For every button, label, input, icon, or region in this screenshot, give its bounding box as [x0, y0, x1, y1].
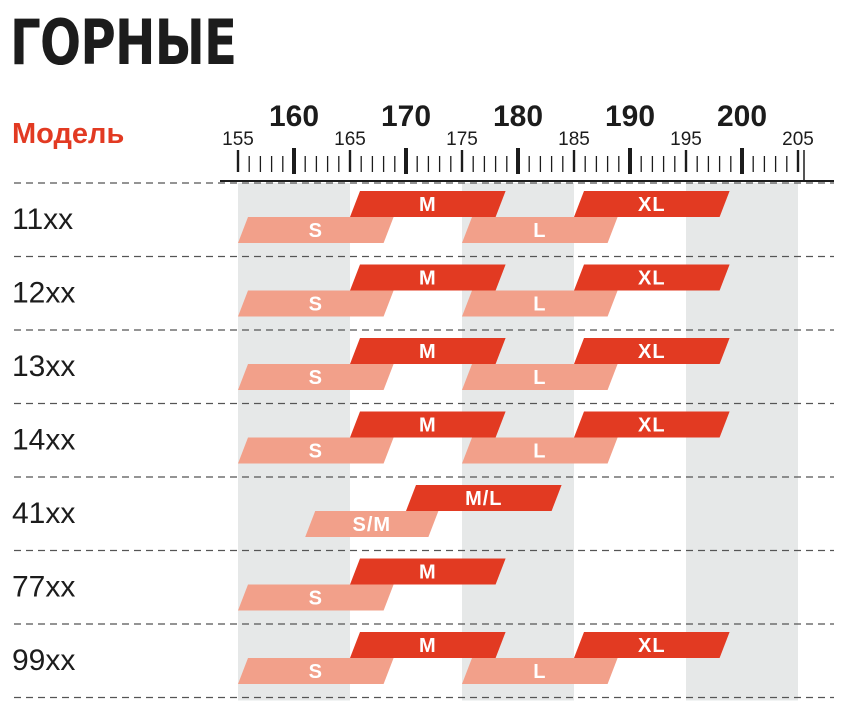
size-bar — [350, 191, 506, 217]
major-tick-label: 160 — [269, 100, 319, 133]
size-bar — [574, 264, 730, 291]
minor-tick-label: 205 — [782, 129, 814, 150]
size-bar-label: S — [309, 441, 323, 463]
size-bar — [238, 217, 394, 243]
major-tick-mark — [404, 148, 408, 174]
size-bar-label: S — [309, 661, 323, 683]
size-bar-label: M — [419, 415, 437, 437]
size-bar — [574, 632, 730, 658]
size-bar — [462, 437, 618, 464]
model-label: 13xx — [12, 350, 75, 383]
major-tick-mark — [292, 148, 296, 174]
model-label: 99xx — [12, 644, 75, 677]
major-tick-label: 190 — [605, 100, 655, 133]
major-tick-label: 200 — [717, 100, 767, 133]
size-bar-label: M — [419, 562, 437, 584]
size-bar-label: S — [309, 367, 323, 389]
size-bar-label: S/M — [353, 514, 392, 536]
minor-tick-label: 195 — [670, 129, 702, 150]
minor-tick-label: 165 — [334, 129, 366, 150]
model-label: 12xx — [12, 277, 75, 310]
model-label: 11xx — [12, 203, 73, 236]
major-tick-mark — [740, 148, 744, 174]
size-bar-label: M — [419, 268, 437, 290]
size-bar-label: S — [309, 220, 323, 242]
size-bar-label: L — [533, 220, 546, 242]
size-bars: M XL S L M XL S L M XL S L M XL S L M/L S/M M S M XL S L — [238, 191, 730, 684]
size-bar — [350, 264, 506, 291]
size-bar — [238, 584, 394, 611]
size-bar — [238, 658, 394, 684]
size-bar-label: M — [419, 341, 437, 363]
size-bar — [574, 338, 730, 364]
size-bar — [462, 364, 618, 390]
size-bar-label: XL — [638, 341, 666, 363]
shaded-band — [686, 183, 798, 701]
size-bar-label: XL — [638, 635, 666, 657]
size-bar — [305, 511, 439, 537]
size-bar — [350, 338, 506, 364]
major-tick-mark — [516, 148, 520, 174]
size-bar-label: M — [419, 194, 437, 216]
size-bar-label: S — [309, 588, 323, 610]
size-bar — [350, 411, 506, 438]
size-bar-label: L — [533, 441, 546, 463]
minor-tick-label: 155 — [222, 129, 254, 150]
size-bar — [462, 658, 618, 684]
size-bar — [406, 485, 562, 511]
height-axis: 160 170 180 190 200 155 165 175 185 195 205 — [220, 100, 834, 182]
model-column-header: Модель — [12, 118, 125, 150]
major-tick-label: 170 — [381, 100, 431, 133]
size-bar-label: M — [419, 635, 437, 657]
chart-title: ГОРНЫЕ — [10, 6, 237, 79]
major-tick-label: 180 — [493, 100, 543, 133]
size-bar-label: M/L — [465, 488, 502, 510]
size-bar-label: L — [533, 661, 546, 683]
model-label: 41xx — [12, 497, 75, 530]
model-labels: 11xx 12xx 13xx 14xx 41xx 77xx 99xx — [12, 203, 75, 677]
size-bar-label: L — [533, 294, 546, 316]
size-bar — [350, 558, 506, 585]
size-bar-label: XL — [638, 415, 666, 437]
size-bar — [238, 290, 394, 317]
size-bar-label: XL — [638, 194, 666, 216]
size-bar — [574, 411, 730, 438]
size-bar — [238, 437, 394, 464]
major-tick-mark — [628, 148, 632, 174]
minor-tick-label: 185 — [558, 129, 590, 150]
size-bar — [574, 191, 730, 217]
size-bar — [350, 632, 506, 658]
model-label: 77xx — [12, 571, 75, 604]
size-bar-label: XL — [638, 268, 666, 290]
model-label: 14xx — [12, 424, 75, 457]
size-bar — [462, 290, 618, 317]
minor-tick-label: 175 — [446, 129, 478, 150]
size-bar-label: S — [309, 294, 323, 316]
size-bar — [462, 217, 618, 243]
size-bar — [238, 364, 394, 390]
row-separators — [14, 182, 834, 699]
size-bar-label: L — [533, 367, 546, 389]
